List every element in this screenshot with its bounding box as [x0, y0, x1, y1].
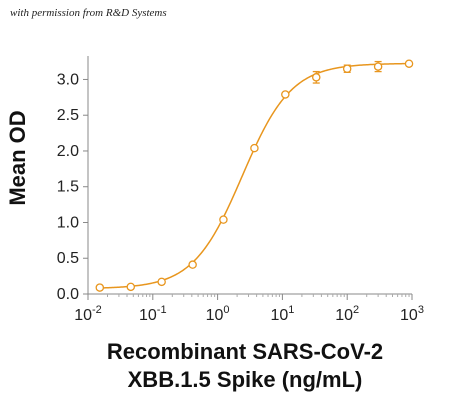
data-point	[281, 90, 290, 99]
x-tick-label: 10-2	[74, 304, 102, 324]
data-point-marker	[281, 90, 290, 99]
data-point	[312, 70, 321, 84]
data-point	[373, 60, 383, 73]
y-tick-label: 2.5	[57, 107, 79, 124]
y-tick-label: 1.0	[57, 214, 79, 231]
y-axis-label: Mean OD	[5, 110, 30, 206]
x-axis-label-line2: XBB.1.5 Spike (ng/mL)	[127, 367, 363, 392]
data-points	[95, 59, 414, 292]
data-point-marker	[95, 283, 105, 292]
y-tick-label: 1.5	[57, 179, 79, 196]
data-point-marker	[373, 62, 383, 71]
y-tick-label: 3.0	[57, 71, 79, 88]
x-tick-label: 102	[335, 304, 359, 324]
data-point	[95, 283, 105, 292]
x-tick-label: 103	[400, 304, 424, 324]
credit-text: with permission from R&D Systems	[10, 7, 167, 19]
x-axis-label-line1: Recombinant SARS-CoV-2	[106, 339, 384, 364]
y-tick-label: 2.0	[57, 143, 79, 160]
y-tick-label: 0.5	[57, 250, 79, 267]
data-point	[250, 143, 259, 153]
data-point-marker	[126, 282, 136, 292]
data-point-marker	[250, 143, 259, 153]
x-ticks: 10-2 10-1 100 101 102 103	[74, 294, 424, 324]
data-point	[157, 277, 166, 287]
x-tick-label: 100	[206, 304, 230, 324]
data-point-marker	[157, 277, 166, 287]
data-point	[219, 215, 228, 224]
x-axis-label: Recombinant SARS-CoV-2 XBB.1.5 Spike (ng…	[107, 338, 383, 394]
data-point-marker	[188, 260, 197, 269]
data-point-marker	[404, 59, 414, 68]
data-point-marker	[312, 73, 321, 82]
data-point	[126, 282, 136, 292]
data-point	[342, 64, 352, 73]
fit-curve	[99, 62, 410, 289]
y-tick-label: 0.0	[57, 286, 79, 303]
x-tick-label: 10-1	[139, 304, 167, 324]
x-tick-label: 101	[270, 304, 294, 324]
y-ticks: 0.0 0.5 1.0 1.5 2.0 2.5 3.0	[57, 71, 88, 303]
data-point-marker	[219, 215, 228, 224]
data-point	[404, 59, 414, 68]
data-point-marker	[342, 64, 352, 73]
data-point	[188, 260, 197, 269]
